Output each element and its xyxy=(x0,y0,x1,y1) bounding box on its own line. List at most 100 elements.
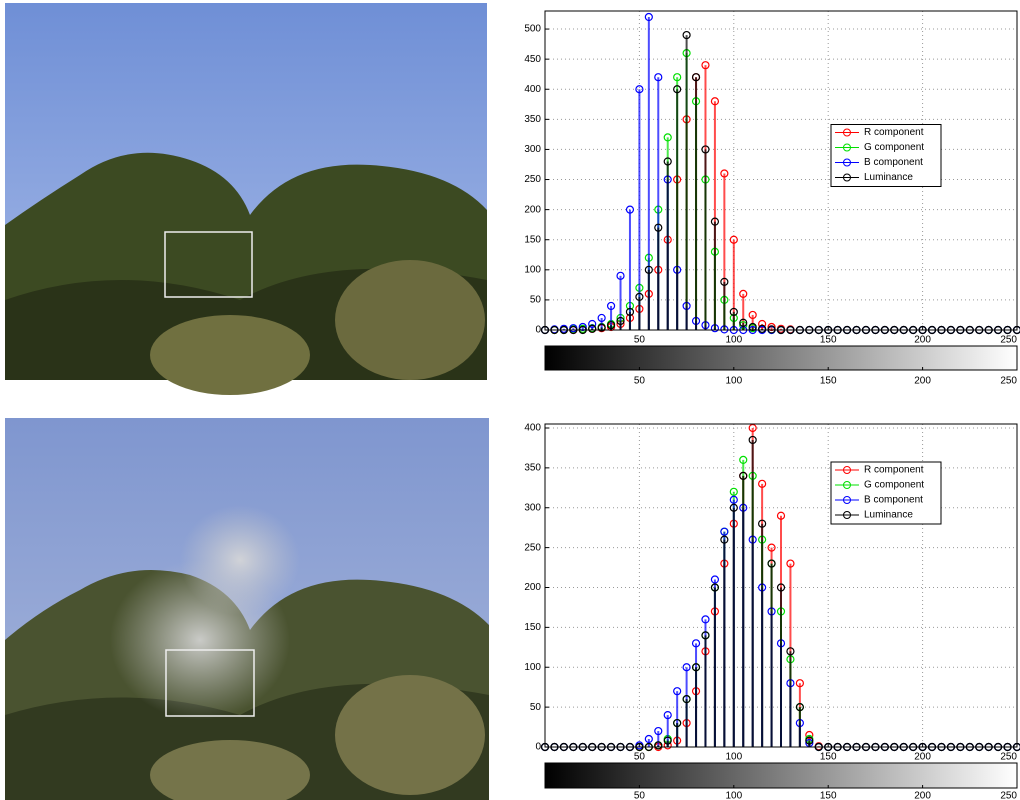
colorbar-tick-label: 250 xyxy=(1000,791,1017,800)
stem-marker xyxy=(786,647,795,656)
photo-smoke xyxy=(5,418,489,800)
stem-marker xyxy=(720,527,729,536)
legend-marker xyxy=(843,143,851,152)
legend-marker xyxy=(843,511,851,519)
stem-marker xyxy=(625,307,635,317)
stem-marker xyxy=(682,663,691,672)
stem-marker xyxy=(776,583,786,592)
y-tick-label: 150 xyxy=(524,622,541,633)
stem-marker xyxy=(606,301,616,311)
stem-marker xyxy=(758,479,767,488)
legend-label: Luminance xyxy=(864,510,913,521)
stem-marker xyxy=(729,503,738,512)
y-tick-label: 450 xyxy=(524,54,541,65)
y-tick-label: 0 xyxy=(535,325,541,336)
legend-label: B component xyxy=(864,157,923,168)
stem-marker xyxy=(729,235,738,244)
stem-marker xyxy=(654,223,663,232)
stem-marker xyxy=(691,639,701,648)
plot-frame xyxy=(544,10,1018,331)
stem-marker xyxy=(597,323,606,332)
stem-marker xyxy=(805,730,814,740)
colorbar xyxy=(544,762,1018,789)
x-tick-label: 250 xyxy=(1000,335,1017,346)
stem-marker xyxy=(767,325,776,334)
y-tick-label: 100 xyxy=(524,662,541,673)
stem-marker xyxy=(606,321,616,330)
stem-marker xyxy=(644,12,653,22)
y-tick-label: 300 xyxy=(524,144,541,155)
y-tick-label: 400 xyxy=(524,84,541,95)
stem-marker xyxy=(720,169,729,178)
stem-marker xyxy=(710,97,720,106)
stem-marker xyxy=(720,535,729,544)
stem-marker xyxy=(805,736,814,745)
stem-marker xyxy=(758,324,767,333)
stem-marker xyxy=(673,85,682,94)
stem-marker xyxy=(710,575,720,584)
stem-marker xyxy=(701,615,710,624)
stem-marker xyxy=(654,73,663,82)
stem-marker xyxy=(729,495,738,504)
stem-marker xyxy=(710,583,720,592)
stem-marker xyxy=(767,543,776,552)
stem-marker xyxy=(663,133,672,142)
stem-marker xyxy=(663,710,672,720)
legend-label: G component xyxy=(864,142,924,153)
stem-marker xyxy=(758,319,767,329)
y-tick-label: 300 xyxy=(524,502,541,513)
colorbar-tick-label: 100 xyxy=(725,791,742,800)
stem-marker xyxy=(654,741,663,750)
stem-marker xyxy=(663,736,672,745)
stem-marker xyxy=(767,559,776,568)
y-tick-label: 250 xyxy=(524,542,541,553)
stem-marker xyxy=(673,718,682,728)
stem-marker xyxy=(691,663,701,672)
stem-marker xyxy=(720,277,729,286)
x-tick-label: 150 xyxy=(820,752,837,763)
stem-marker xyxy=(635,292,644,301)
stem-marker xyxy=(739,455,748,464)
legend-marker xyxy=(843,496,851,504)
legend-label: G component xyxy=(864,480,924,491)
colorbar-tick-label: 150 xyxy=(820,376,837,387)
x-tick-label: 50 xyxy=(634,752,646,763)
y-tick-label: 100 xyxy=(524,264,541,275)
stem-marker xyxy=(701,145,710,154)
legend-label: R component xyxy=(864,127,924,138)
legend-marker xyxy=(843,128,851,137)
legend-label: B component xyxy=(864,495,923,506)
legend-marker xyxy=(843,173,851,182)
plot-frame xyxy=(544,423,1018,748)
x-tick-label: 50 xyxy=(634,335,646,346)
stem-marker xyxy=(673,687,682,696)
colorbar-tick-label: 150 xyxy=(820,791,837,800)
stem-marker xyxy=(758,519,767,528)
y-tick-label: 200 xyxy=(524,204,541,215)
y-tick-label: 250 xyxy=(524,174,541,185)
stem-marker xyxy=(710,217,720,226)
stem-marker xyxy=(682,695,691,704)
x-tick-label: 200 xyxy=(914,335,931,346)
stem-marker xyxy=(597,313,606,323)
stem-marker xyxy=(644,734,653,744)
stem-marker xyxy=(644,265,653,274)
y-tick-label: 50 xyxy=(530,702,542,713)
stem-marker xyxy=(729,487,738,496)
y-tick-label: 50 xyxy=(530,295,542,306)
y-tick-label: 350 xyxy=(524,114,541,125)
stem-marker xyxy=(748,310,757,320)
colorbar-tick-label: 200 xyxy=(914,791,931,800)
stem-marker xyxy=(739,318,748,327)
colorbar-tick-label: 100 xyxy=(725,376,742,387)
photo-clear xyxy=(5,3,487,395)
colorbar-tick-label: 50 xyxy=(634,791,646,800)
y-tick-label: 0 xyxy=(535,742,541,753)
colorbar xyxy=(544,345,1018,371)
stem-marker xyxy=(795,703,804,712)
stem-marker xyxy=(786,559,795,568)
x-tick-label: 100 xyxy=(725,335,742,346)
stem-marker xyxy=(739,471,748,480)
legend-marker xyxy=(843,481,851,489)
y-tick-label: 400 xyxy=(524,423,541,434)
